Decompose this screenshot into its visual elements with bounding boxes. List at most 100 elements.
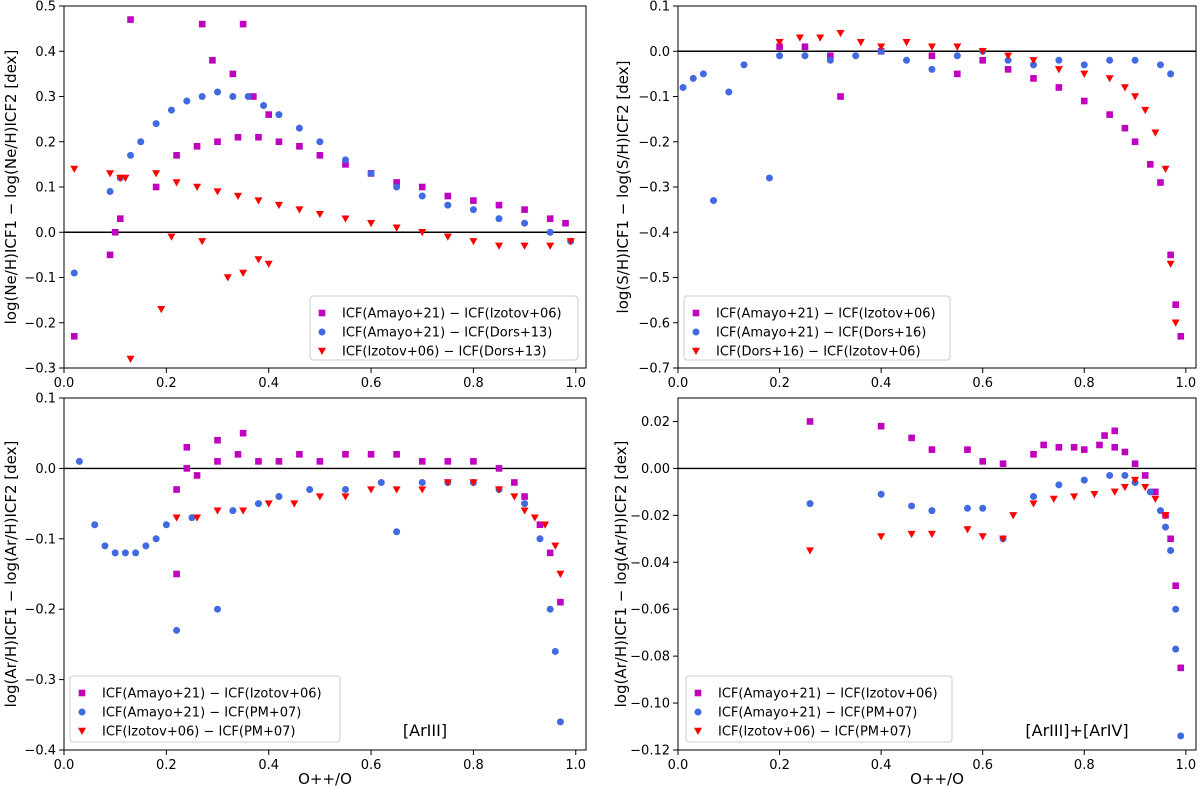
y-axis-label: log(Ne/H)ICF1 − log(Ne/H)ICF2 [dex] xyxy=(2,50,20,325)
data-point xyxy=(444,201,452,209)
tick-group: 0.0 0.2 0.4 0.6 0.8 1.0 −0.12 −0.10 −0.08 −0.06 −0… xyxy=(630,415,1196,773)
data-point xyxy=(1110,488,1119,496)
legend-label: ICF(Izotov+06) − ICF(Dors+13) xyxy=(342,345,547,360)
x-tick-label: 0.0 xyxy=(54,376,75,391)
data-point xyxy=(183,465,191,472)
panel-s: 0.0 0.2 0.4 0.6 0.8 1.0 −0.7 −0.6 −0.5 −0.4 −0.3 −0… xyxy=(614,0,1197,391)
legend: ICF(Amayo+21) − ICF(Izotov+06) ICF(Amayo+… xyxy=(78,687,322,740)
data-point xyxy=(877,47,885,55)
legend: ICF(Amayo+21) − ICF(Izotov+06) ICF(Amayo+… xyxy=(692,307,936,360)
data-point xyxy=(132,549,140,557)
data-point xyxy=(979,57,987,64)
data-point xyxy=(1029,493,1037,501)
data-point xyxy=(275,138,283,146)
data-point xyxy=(806,547,815,555)
data-point xyxy=(551,542,560,550)
y-tick-label: −0.06 xyxy=(630,603,670,618)
y-tick-label: −0.3 xyxy=(24,362,56,377)
data-point xyxy=(1009,512,1018,520)
data-point xyxy=(367,486,376,494)
y-tick-label: −0.2 xyxy=(638,135,670,150)
data-point xyxy=(1105,75,1114,83)
data-point xyxy=(837,93,844,100)
data-point xyxy=(239,269,248,277)
data-point xyxy=(198,20,206,28)
x-tick-label: 0.6 xyxy=(972,376,993,391)
x-tick-label: 0.2 xyxy=(769,758,790,773)
data-point xyxy=(70,333,78,340)
data-point xyxy=(1055,56,1063,64)
data-point xyxy=(470,458,477,465)
x-tick-label: 1.0 xyxy=(565,758,586,773)
data-point xyxy=(776,43,783,51)
x-axis-label: O++/O xyxy=(298,770,352,788)
data-point xyxy=(776,52,784,60)
data-point xyxy=(316,138,324,146)
data-point xyxy=(908,434,915,442)
y-tick-label: 0.4 xyxy=(35,45,56,60)
data-point xyxy=(214,436,221,444)
data-point xyxy=(264,260,273,268)
data-point xyxy=(193,142,201,150)
data-point xyxy=(198,238,207,246)
y-tick-label: −0.4 xyxy=(638,226,670,241)
data-point xyxy=(173,486,180,493)
data-point xyxy=(556,718,564,726)
y-tick-label: 0.0 xyxy=(35,462,56,477)
data-point xyxy=(1167,547,1175,555)
y-tick-label: 0.1 xyxy=(35,181,56,196)
data-point xyxy=(1080,446,1088,453)
data-point xyxy=(1141,483,1150,492)
data-point xyxy=(418,458,426,465)
data-point xyxy=(173,626,181,634)
data-point xyxy=(979,504,987,512)
data-point xyxy=(877,422,885,430)
x-tick-label: 0.8 xyxy=(463,758,484,773)
data-point xyxy=(260,102,268,110)
legend-label: ICF(Amayo+21) − ICF(Izotov+06) xyxy=(716,307,936,322)
data-point xyxy=(1121,124,1129,132)
data-point xyxy=(254,256,263,264)
y-tick-label: −0.3 xyxy=(638,181,670,196)
data-point xyxy=(254,197,263,205)
data-point xyxy=(121,174,130,182)
data-point xyxy=(106,188,114,196)
data-point xyxy=(836,29,845,38)
data-point xyxy=(546,242,555,250)
data-points xyxy=(806,418,1185,740)
data-point xyxy=(852,52,860,60)
data-point xyxy=(1080,61,1088,69)
x-tick-label: 0.2 xyxy=(156,376,177,391)
data-point xyxy=(367,220,376,228)
data-point xyxy=(444,458,452,465)
panel-annotation: [ArIII]+[ArIV] xyxy=(1025,721,1128,740)
data-point xyxy=(315,210,324,219)
data-point xyxy=(877,490,885,498)
data-point xyxy=(679,83,687,91)
data-point xyxy=(1131,138,1139,146)
data-point xyxy=(953,52,961,60)
data-point xyxy=(816,34,825,42)
data-point xyxy=(536,535,544,543)
data-point xyxy=(1096,441,1103,449)
data-point xyxy=(296,451,303,458)
data-point xyxy=(275,493,283,501)
data-point xyxy=(157,305,166,314)
data-point xyxy=(907,530,916,539)
x-tick-label: 1.0 xyxy=(565,376,586,391)
data-point xyxy=(341,486,349,494)
panel-annotation: [ArIII] xyxy=(403,721,447,740)
x-tick-label: 0.8 xyxy=(463,376,484,391)
data-point xyxy=(1004,52,1013,60)
legend: ICF(Amayo+21) − ICF(Izotov+06) ICF(Amayo+… xyxy=(318,307,562,360)
y-tick-label: −0.4 xyxy=(24,744,56,759)
panel-ar3: 0.0 0.2 0.4 0.6 0.8 1.0 −0.4 −0.3 −0.2 −0.1 0.0 0.1… xyxy=(2,392,587,788)
data-point xyxy=(316,458,324,465)
data-point xyxy=(214,88,222,96)
data-point xyxy=(1055,84,1063,91)
data-point xyxy=(806,500,814,508)
data-point xyxy=(725,88,733,96)
data-point xyxy=(234,133,242,141)
data-point xyxy=(91,521,99,529)
data-point xyxy=(801,43,809,51)
